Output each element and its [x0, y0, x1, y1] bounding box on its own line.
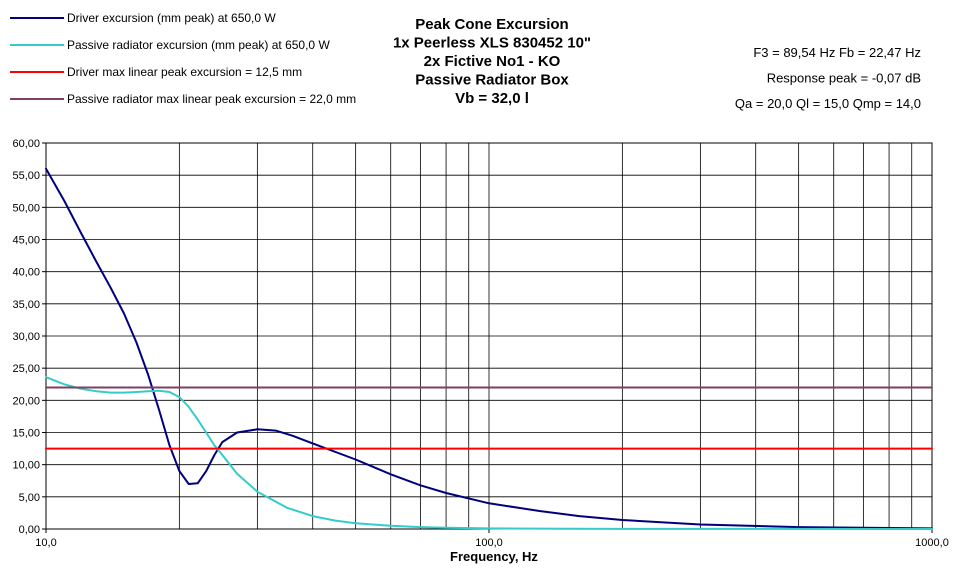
y-axis: 0,00 5,00 10,00 15,00 20,00 25,00 30,00 35,00 40… — [12, 138, 46, 536]
chart-title: Peak Cone Excursion 1x Peerless XLS 83045… — [393, 16, 591, 107]
y-tick-label: 55,00 — [12, 170, 40, 182]
info-block: F3 = 89,54 Hz Fb = 22,47 Hz Response peak… — [735, 45, 921, 111]
series-line-2 — [45, 376, 933, 530]
legend-entry: Driver excursion (mm peak) at 650,0 W — [67, 11, 276, 25]
x-tick-label: 10,0 — [35, 537, 56, 549]
info-line: Response peak = -0,07 dB — [767, 71, 921, 86]
title-line: Peak Cone Excursion — [415, 16, 568, 33]
info-line: F3 = 89,54 Hz Fb = 22,47 Hz — [753, 45, 921, 60]
title-line: Passive Radiator Box — [415, 72, 569, 89]
x-axis: 10,0 100,0 1000,0 — [35, 529, 949, 549]
grid — [45, 142, 933, 530]
y-tick-label: 20,00 — [12, 395, 40, 407]
legend-entry: Driver max linear peak excursion = 12,5 … — [67, 65, 302, 79]
x-axis-title: Frequency, Hz — [450, 549, 538, 564]
y-tick-label: 0,00 — [19, 524, 40, 536]
title-line: Vb = 32,0 l — [455, 90, 529, 107]
series — [45, 167, 933, 530]
x-tick-label: 1000,0 — [915, 537, 949, 549]
legend: Driver excursion (mm peak) at 650,0 W Pas… — [10, 11, 356, 106]
y-tick-label: 60,00 — [12, 138, 40, 150]
y-tick-label: 50,00 — [12, 202, 40, 214]
series-line-1 — [45, 167, 933, 530]
y-tick-label: 10,00 — [12, 460, 40, 472]
y-tick-label: 35,00 — [12, 299, 40, 311]
info-line: Qa = 20,0 Ql = 15,0 Qmp = 14,0 — [735, 96, 921, 111]
y-tick-label: 30,00 — [12, 331, 40, 343]
y-tick-label: 45,00 — [12, 235, 40, 247]
x-tick-label: 100,0 — [475, 537, 503, 549]
title-line: 1x Peerless XLS 830452 10" — [393, 35, 591, 52]
y-tick-label: 25,00 — [12, 363, 40, 375]
y-tick-label: 40,00 — [12, 267, 40, 279]
y-tick-label: 15,00 — [12, 428, 40, 440]
legend-entry: Passive radiator excursion (mm peak) at … — [67, 38, 330, 52]
y-tick-label: 5,00 — [19, 492, 40, 504]
title-line: 2x Fictive No1 - KO — [424, 53, 561, 70]
legend-entry: Passive radiator max linear peak excursi… — [67, 92, 356, 106]
